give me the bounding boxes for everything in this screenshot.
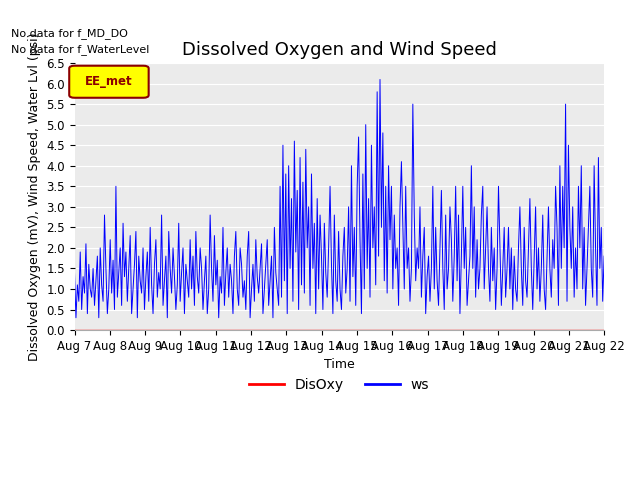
ws	[140, 245, 147, 251]
Title: Dissolved Oxygen and Wind Speed: Dissolved Oxygen and Wind Speed	[182, 41, 497, 59]
Text: No data for f_WaterLevel: No data for f_WaterLevel	[11, 44, 149, 55]
Text: No data for f_MD_DO: No data for f_MD_DO	[11, 28, 128, 39]
ws	[342, 290, 349, 296]
FancyBboxPatch shape	[69, 66, 148, 98]
Line: ws: ws	[74, 80, 604, 318]
X-axis label: Time: Time	[324, 359, 355, 372]
ws	[592, 245, 600, 251]
Y-axis label: Dissolved Oxygen (mV), Wind Speed, Water Lvl (psi): Dissolved Oxygen (mV), Wind Speed, Water…	[28, 32, 40, 361]
ws	[376, 77, 384, 83]
Text: EE_met: EE_met	[85, 75, 132, 88]
ws	[600, 253, 608, 259]
ws	[159, 302, 167, 308]
ws	[72, 315, 80, 321]
ws	[70, 270, 78, 276]
ws	[250, 299, 258, 304]
Legend: DisOxy, ws: DisOxy, ws	[244, 373, 435, 398]
ws	[462, 225, 470, 230]
